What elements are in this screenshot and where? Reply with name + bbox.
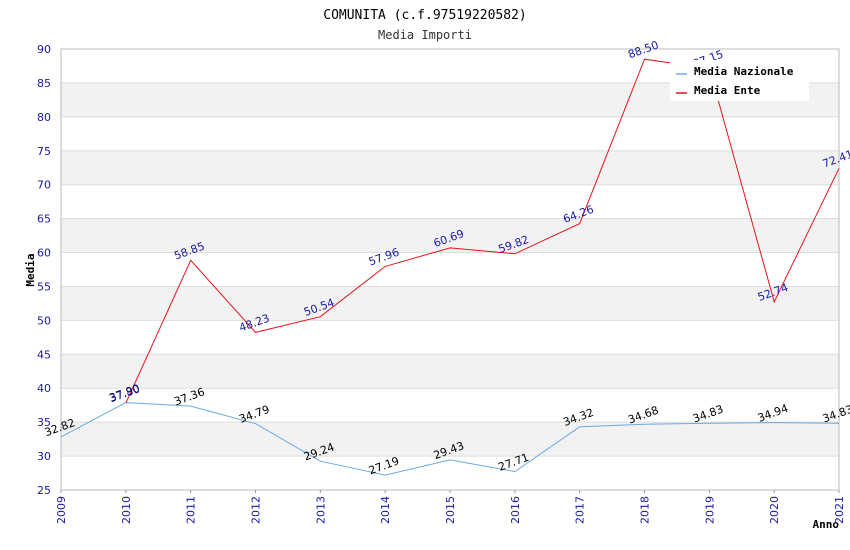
- grid-band: [61, 286, 839, 321]
- x-tick-label: 2015: [444, 496, 457, 524]
- y-tick-label: 25: [37, 484, 51, 497]
- x-tick-label: 2019: [703, 496, 716, 524]
- x-tick-label: 2016: [509, 496, 522, 524]
- x-tick-label: 2021: [833, 496, 846, 524]
- y-tick-label: 70: [37, 179, 51, 192]
- x-tick-label: 2010: [120, 496, 133, 524]
- data-label: 27.19: [367, 454, 401, 477]
- y-tick-label: 65: [37, 213, 51, 226]
- x-tick-label: 2009: [55, 496, 68, 524]
- x-tick-label: 2017: [574, 496, 587, 524]
- series-line-media-ente: [125, 58, 840, 404]
- y-tick-label: 30: [37, 450, 51, 463]
- y-tick-label: 75: [37, 145, 51, 158]
- x-tick-label: 2020: [768, 496, 781, 524]
- grid-band: [61, 218, 839, 253]
- y-tick-label: 85: [37, 77, 51, 90]
- y-tick-label: 90: [37, 43, 51, 56]
- y-tick-label: 80: [37, 111, 51, 124]
- x-axis-label: Anno: [813, 518, 840, 531]
- grid-band: [61, 354, 839, 389]
- legend-label-media-ente: Media Ente: [694, 84, 761, 97]
- grid-band: [61, 150, 839, 185]
- chart-title: COMUNITA (c.f.97519220582): [323, 8, 527, 23]
- x-tick-label: 2013: [314, 496, 327, 524]
- x-axis-ticks: 2009 2010 2011 2012 2013 2014 2015 2016 2017 2018…: [55, 490, 846, 524]
- x-tick-label: 2018: [639, 496, 652, 524]
- x-tick-label: 2012: [250, 496, 263, 524]
- data-label: 37.36: [172, 385, 206, 408]
- data-label: 88.50: [626, 38, 660, 61]
- y-tick-label: 60: [37, 247, 51, 260]
- grid-band: [61, 422, 839, 457]
- legend-box: [670, 60, 809, 101]
- x-tick-label: 2014: [379, 496, 392, 524]
- y-tick-label: 55: [37, 280, 51, 293]
- data-label: 34.94: [756, 402, 790, 425]
- y-tick-label: 50: [37, 314, 51, 327]
- series-lines: [60, 58, 840, 476]
- chart-subtitle: Media Importi: [378, 28, 472, 42]
- legend: Media Nazionale Media Ente: [670, 60, 809, 101]
- y-tick-label: 45: [37, 348, 51, 361]
- y-axis-ticks: 25 30 35 40 45 50 55 60 65 70 75 80 85 90: [37, 43, 51, 497]
- legend-label-media-nazionale: Media Nazionale: [694, 65, 794, 78]
- x-tick-label: 2011: [185, 496, 198, 524]
- y-tick-label: 40: [37, 382, 51, 395]
- series-line-media-nazionale: [60, 401, 840, 476]
- y-tick-label: 35: [37, 416, 51, 429]
- y-axis-label: Media: [24, 253, 37, 286]
